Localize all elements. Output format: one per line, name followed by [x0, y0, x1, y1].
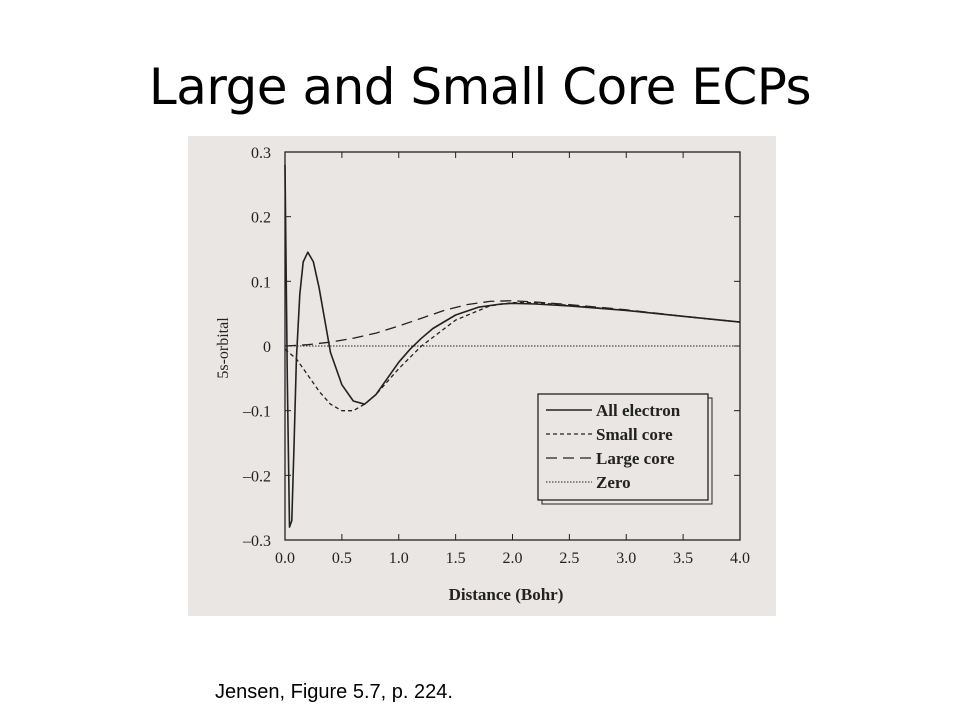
- series-layer: [284, 164, 741, 528]
- x-tick-label: 1.0: [389, 550, 409, 567]
- legend-label: Small core: [596, 425, 673, 444]
- x-tick-label: 0.0: [275, 550, 295, 567]
- legend-box: [537, 393, 709, 501]
- y-axis-label: 5s-orbital: [215, 317, 232, 379]
- x-tick-label: 0.5: [332, 550, 352, 567]
- tick-layer: 0.0 0.5 1.0 1.5 2.0 2.5 3.0 3.5 4.0 0.3 0.2 0.1 0 –0.…: [242, 145, 750, 567]
- series-line-small-core: [284, 302, 741, 412]
- y-tick-label: 0: [263, 339, 271, 356]
- x-tick-label: 1.5: [446, 550, 466, 567]
- y-tick-label: 0.3: [251, 145, 271, 162]
- y-tick-label: –0.1: [242, 404, 271, 421]
- chart-svg: 0.0 0.5 1.0 1.5 2.0 2.5 3.0 3.5 4.0 0.3 0.2 0.1 0 –0.…: [215, 145, 750, 604]
- x-axis-label: Distance (Bohr): [449, 585, 564, 604]
- x-tick-label: 4.0: [730, 550, 750, 567]
- legend: All electron Small core Large core Zero: [537, 393, 713, 505]
- figure-caption: Jensen, Figure 5.7, p. 224.: [215, 681, 453, 703]
- x-tick-label: 2.5: [559, 550, 579, 567]
- chart-figure: 0.0 0.5 1.0 1.5 2.0 2.5 3.0 3.5 4.0 0.3 0.2 0.1 0 –0.…: [188, 136, 776, 616]
- y-tick-label: 0.2: [251, 210, 271, 227]
- y-tick-label: –0.3: [242, 533, 271, 550]
- y-tick-label: –0.2: [242, 468, 271, 485]
- y-tick-label: 0.1: [251, 274, 271, 291]
- legend-label: Large core: [596, 449, 675, 468]
- slide-title: Large and Small Core ECPs: [148, 58, 812, 116]
- legend-label: All electron: [596, 401, 681, 420]
- series-line-large-core: [284, 300, 741, 347]
- x-tick-label: 3.0: [616, 550, 636, 567]
- x-tick-label: 2.0: [503, 550, 523, 567]
- legend-label: Zero: [596, 473, 631, 492]
- x-tick-label: 3.5: [673, 550, 693, 567]
